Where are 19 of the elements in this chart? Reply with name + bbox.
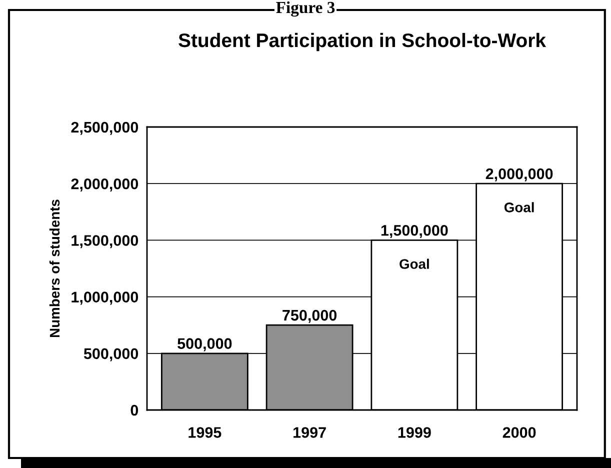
x-tick-label: 1999 [398,427,431,438]
data-label: 2,000,000 [486,168,553,182]
caption: Figure 3 [276,1,335,17]
y-tick-label: 500,000 [84,348,138,362]
data-label: 750,000 [282,310,337,323]
x-tick-label: 2000 [502,427,536,438]
annotation: Goal [504,202,534,212]
y-axis-title: Numbers of students [49,200,60,338]
x-tick-label: 1995 [188,427,222,438]
y-tick-label: 2,500,000 [71,122,138,135]
x-tick-label: 1997 [294,427,326,438]
y-tick-label: 1,500,000 [72,235,138,248]
y-tick-label: 2,000,000 [71,178,138,192]
y-tick-label: 0 [130,404,138,416]
chart-title: Student Participation in School-to-Work [178,32,546,52]
y-tick-label: 1,000,000 [72,292,138,305]
data-label: 1,500,000 [381,224,448,238]
annotation: Goal [400,258,429,269]
data-label: 500,000 [178,338,232,352]
